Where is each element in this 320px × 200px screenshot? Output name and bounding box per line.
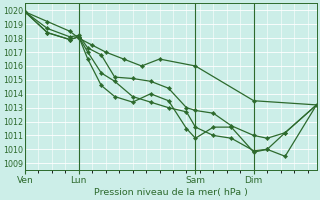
X-axis label: Pression niveau de la mer( hPa ): Pression niveau de la mer( hPa ) xyxy=(94,188,248,197)
